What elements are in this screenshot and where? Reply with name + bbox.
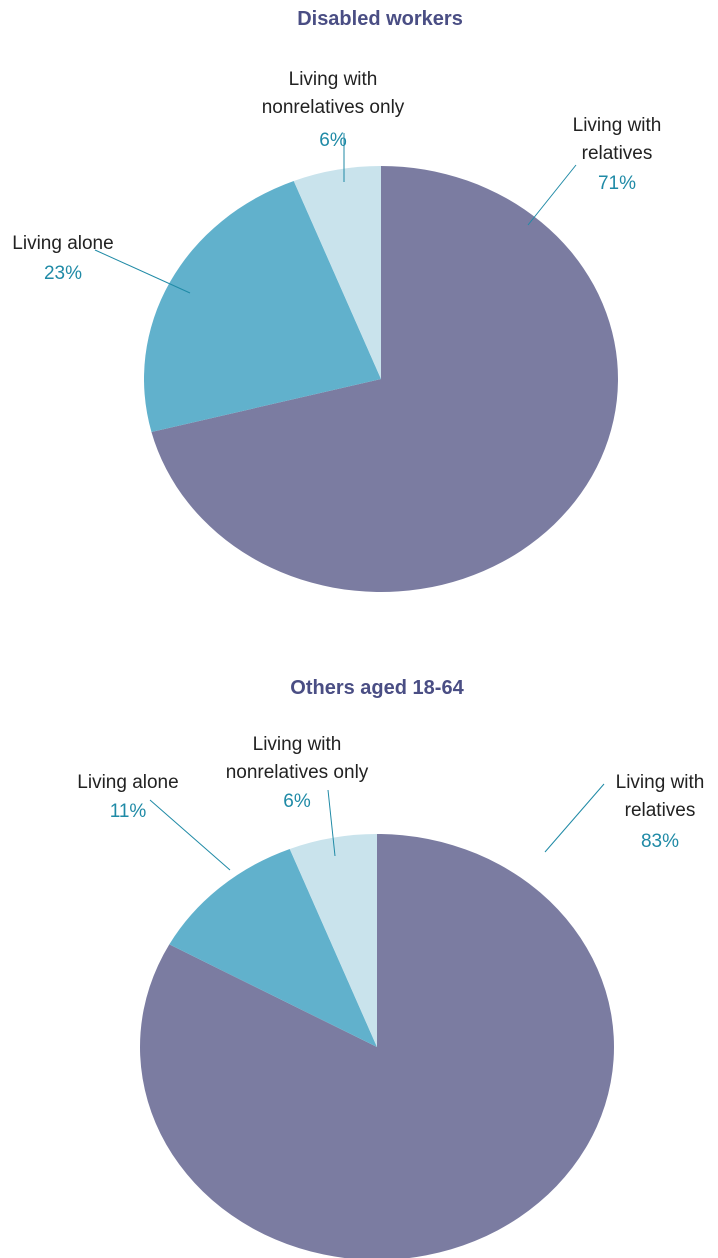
leader-line — [544, 783, 605, 853]
pie-slice — [140, 834, 614, 1258]
value-label: 6% — [283, 791, 311, 812]
slice-label: Living with nonrelatives only — [261, 69, 405, 118]
slice-label: Living with nonrelatives only — [225, 734, 369, 783]
value-label: 71% — [597, 173, 637, 194]
pie-slice — [151, 166, 619, 592]
slice-label: Living alone — [77, 772, 179, 793]
leader-line — [527, 164, 577, 226]
slice-label: Living alone — [12, 233, 114, 254]
slice-label: Living with relatives — [615, 772, 705, 821]
value-label: 11% — [109, 801, 147, 822]
chart-title: Others aged 18-64 — [290, 677, 464, 699]
leader-line — [94, 249, 191, 294]
value-label: 23% — [43, 263, 83, 284]
pie-slice — [169, 848, 377, 1047]
pie-slice — [293, 166, 381, 379]
leader-line — [149, 799, 231, 871]
pie-slice — [143, 180, 381, 432]
slice-label: Living with relatives — [572, 115, 662, 164]
value-label: 83% — [640, 831, 680, 852]
pie-slice — [289, 834, 377, 1047]
value-label: 6% — [319, 130, 347, 151]
leader-line — [327, 789, 336, 857]
chart-title: Disabled workers — [297, 8, 463, 30]
